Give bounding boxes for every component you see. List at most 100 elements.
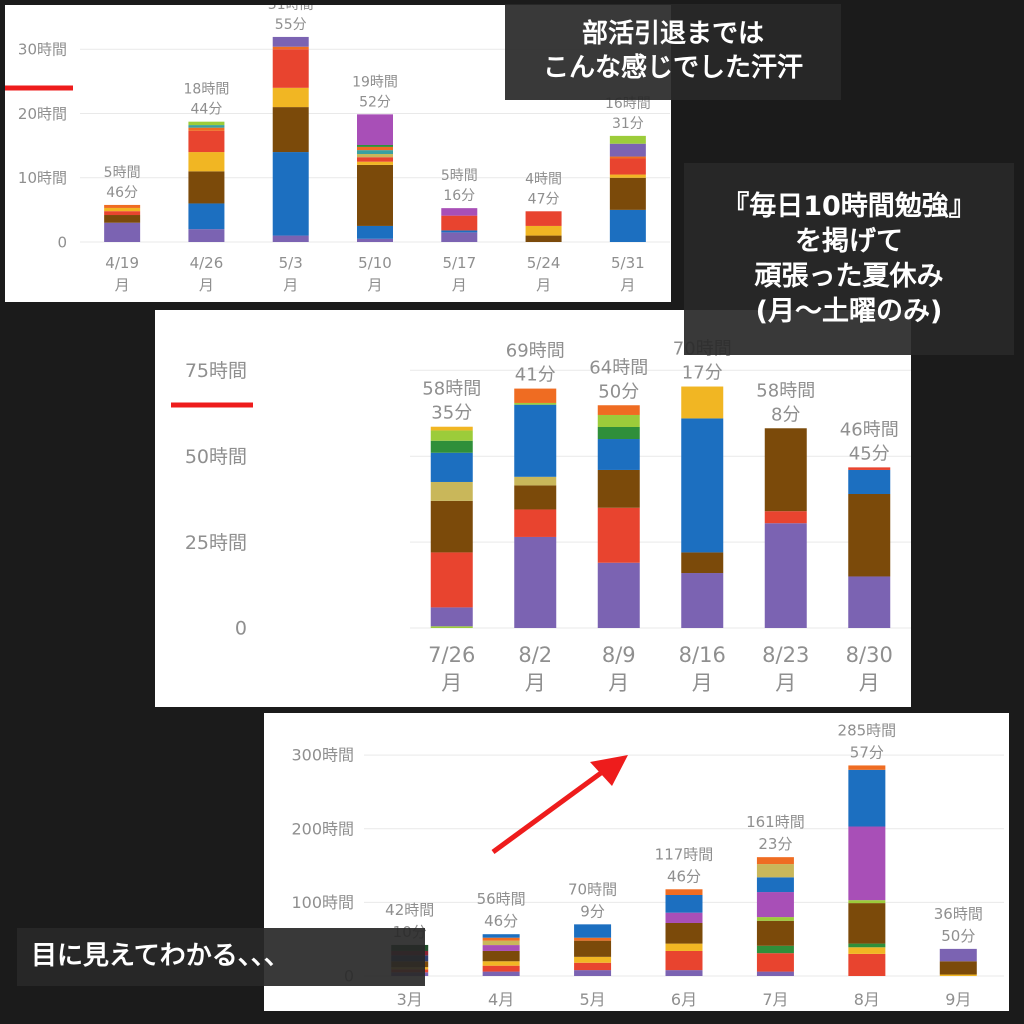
- y-tick-label: 300時間: [291, 746, 354, 765]
- bar-segment: [104, 211, 141, 216]
- bar-segment: [756, 945, 794, 954]
- bar-segment: [357, 150, 393, 154]
- bar-segment: [848, 953, 886, 976]
- bar-segment: [525, 235, 562, 242]
- chart-spring-weekly: 0 10時間 20時間 30時間 5時間 46分 4/19 月 18時間 44分 4/26 月 31時間…: [5, 5, 670, 294]
- x-tick-label: 5/31: [611, 254, 645, 272]
- bar-segment: [514, 404, 557, 477]
- x-tick-label: 8/9: [602, 643, 636, 667]
- bar-value-label-minutes: 55分: [275, 17, 307, 33]
- bar-segment: [272, 87, 309, 108]
- bar-segment: [848, 765, 886, 770]
- x-tick-label: 8/16: [679, 643, 726, 667]
- bar-segment: [665, 922, 703, 944]
- x-tick-label: 6月: [671, 990, 697, 1009]
- bar-value-label-hours: 46時間: [840, 419, 899, 440]
- x-tick-label: 9月: [945, 990, 971, 1009]
- bar-segment: [188, 203, 225, 230]
- bar-segment: [514, 476, 557, 486]
- bar-value-label-minutes: 17分: [682, 363, 723, 384]
- bar-segment: [104, 204, 141, 208]
- bar-value-label-hours: 64時間: [589, 357, 648, 378]
- bar-value-label-minutes: 41分: [515, 365, 556, 386]
- bar-segment: [188, 152, 225, 172]
- bar-segment: [430, 552, 473, 608]
- bar-segment: [188, 130, 225, 153]
- bar-segment: [441, 208, 478, 216]
- x-tick-sublabel: 月: [525, 671, 546, 695]
- y-tick-label: 0: [57, 233, 67, 251]
- bar-segment: [441, 232, 478, 242]
- bar-segment: [430, 440, 473, 453]
- bar-value-label-minutes: 50分: [941, 927, 975, 945]
- bar-segment: [848, 769, 886, 827]
- chart-summer-weekly: 0 25時間 50時間 75時間 58時間 35分 7/26 月 69時間 41分 8/2 月 64時間…: [171, 339, 911, 695]
- caption-middle: 『毎日10時間勉強』 を掲げて 頑張った夏休み (月〜土曜のみ): [684, 163, 1014, 355]
- bar-segment: [104, 207, 141, 212]
- bar-value-label-minutes: 52分: [359, 94, 391, 110]
- bar-value-label-hours: 161時間: [746, 813, 805, 831]
- x-tick-label: 7/26: [428, 643, 475, 667]
- bar-segment: [104, 215, 141, 223]
- x-tick-label: 7月: [762, 990, 788, 1009]
- x-tick-label: 5/10: [358, 254, 392, 272]
- x-tick-label: 5/3: [279, 254, 303, 272]
- bar-segment: [272, 107, 309, 153]
- y-tick-label: 0: [235, 618, 247, 640]
- bar-value-label-hours: 36時間: [934, 905, 983, 923]
- x-tick-sublabel: 月: [620, 276, 635, 294]
- bar-segment: [848, 903, 886, 944]
- bar-value-label-minutes: 16分: [443, 188, 475, 204]
- bar-segment: [756, 953, 794, 972]
- bar-value-label-hours: 4時間: [525, 171, 562, 187]
- bar-segment: [357, 114, 393, 145]
- bar-value-label-minutes: 46分: [484, 912, 518, 930]
- bar-segment: [848, 576, 891, 628]
- bar-segment: [430, 452, 473, 482]
- bar-value-label-minutes: 47分: [528, 191, 560, 207]
- bar-segment: [609, 143, 646, 157]
- bar-segment: [357, 164, 393, 226]
- bar-segment: [272, 36, 309, 47]
- bar-segment: [188, 229, 225, 242]
- y-tick-label-highlight: 30時間: [18, 41, 67, 59]
- chart-monthly: 0100時間200時間300時間42時間10分3月56時間46分4月70時間9分…: [291, 721, 1004, 1009]
- bar-segment: [357, 225, 393, 239]
- x-tick-sublabel: 月: [536, 276, 551, 294]
- bar-value-label-minutes: 57分: [850, 743, 884, 761]
- bar-value-label-hours: 69時間: [506, 341, 565, 362]
- x-tick-sublabel: 月: [441, 671, 462, 695]
- bar-segment: [104, 222, 141, 242]
- bar-value-label-minutes: 50分: [598, 381, 639, 402]
- bar-segment: [188, 127, 225, 131]
- y-tick-label: 10時間: [18, 169, 67, 187]
- bar-segment: [574, 962, 612, 971]
- x-tick-label: 4月: [488, 990, 514, 1009]
- bar-segment: [272, 49, 309, 88]
- bar-segment: [514, 509, 557, 537]
- bar-segment: [609, 156, 646, 159]
- bar-segment: [272, 235, 309, 242]
- x-tick-sublabel: 月: [452, 276, 467, 294]
- bar-segment: [764, 511, 807, 524]
- caption-bottom: 目に見えてわかる、、、: [17, 928, 425, 986]
- bar-value-label-hours: 18時間: [184, 82, 230, 98]
- bar-segment: [357, 161, 393, 165]
- bar-segment: [665, 943, 703, 951]
- bar-segment: [482, 934, 520, 938]
- bar-segment: [514, 388, 557, 403]
- bar-value-label-hours: 19時間: [352, 74, 398, 90]
- bar-segment: [665, 950, 703, 971]
- bar-segment: [681, 552, 724, 574]
- bar-segment: [848, 943, 886, 948]
- bar-segment: [597, 507, 640, 563]
- bar-value-label-hours: 5時間: [441, 168, 478, 184]
- x-tick-label: 4/19: [105, 254, 139, 272]
- bar-segment: [188, 125, 225, 128]
- bar-segment: [514, 536, 557, 628]
- bar-value-label-hours: 42時間: [385, 901, 434, 919]
- bar-segment: [514, 402, 557, 405]
- bar-value-label-hours: 58時間: [756, 380, 815, 401]
- chart-panel-monthly: 0100時間200時間300時間42時間10分3月56時間46分4月70時間9分…: [264, 713, 1009, 1011]
- x-tick-sublabel: 月: [608, 671, 629, 695]
